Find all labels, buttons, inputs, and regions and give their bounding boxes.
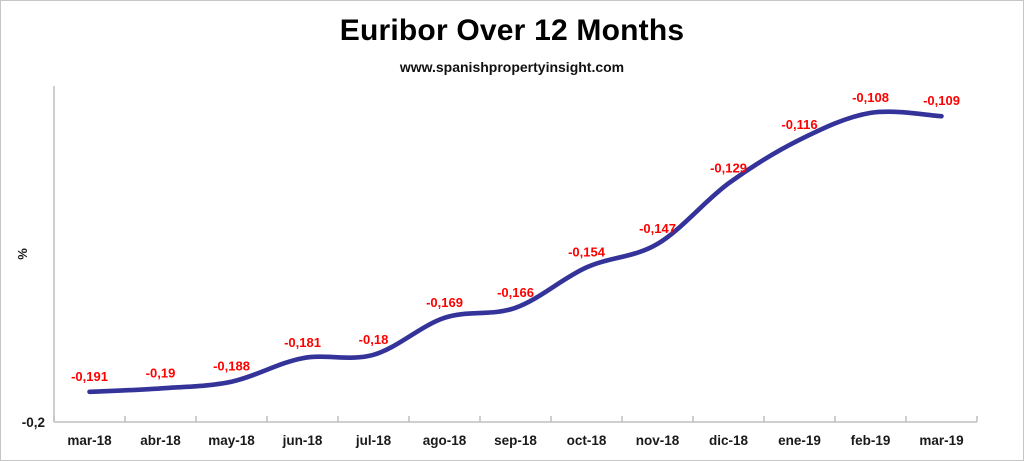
data-label: -0,19: [146, 365, 176, 380]
y-tick-label: -0,2: [22, 415, 45, 430]
x-axis-label: oct-18: [567, 433, 607, 448]
x-axis-label: sep-18: [494, 433, 537, 448]
data-label: -0,18: [359, 332, 389, 347]
x-axis-label: dic-18: [709, 433, 749, 448]
x-axis-label: ene-19: [778, 433, 821, 448]
y-axis-title: %: [15, 248, 30, 260]
data-label: -0,169: [426, 295, 463, 310]
data-label: -0,154: [568, 244, 606, 259]
data-label: -0,188: [213, 359, 250, 374]
data-label: -0,108: [852, 90, 889, 105]
chart-title: Euribor Over 12 Months: [339, 14, 685, 47]
x-axis-label: may-18: [208, 433, 255, 448]
x-axis-label: feb-19: [851, 433, 891, 448]
x-axis-label: ago-18: [423, 433, 467, 448]
data-label: -0,191: [71, 369, 108, 384]
data-label: -0,116: [781, 117, 817, 132]
x-axis-label: jun-18: [282, 433, 323, 448]
data-label: -0,129: [710, 160, 747, 175]
data-label: -0,109: [923, 93, 960, 108]
x-axis-label: abr-18: [140, 433, 181, 448]
data-label: -0,181: [284, 335, 321, 350]
x-axis-label: mar-19: [919, 433, 963, 448]
chart-subtitle: www.spanishpropertyinsight.com: [399, 59, 625, 75]
x-axis-label: nov-18: [636, 433, 680, 448]
x-axis-label: mar-18: [67, 433, 112, 448]
x-axis-label: jul-18: [355, 433, 392, 448]
data-label: -0,166: [497, 285, 534, 300]
data-label: -0,147: [639, 221, 676, 236]
euribor-series-line: [87, 109, 944, 395]
